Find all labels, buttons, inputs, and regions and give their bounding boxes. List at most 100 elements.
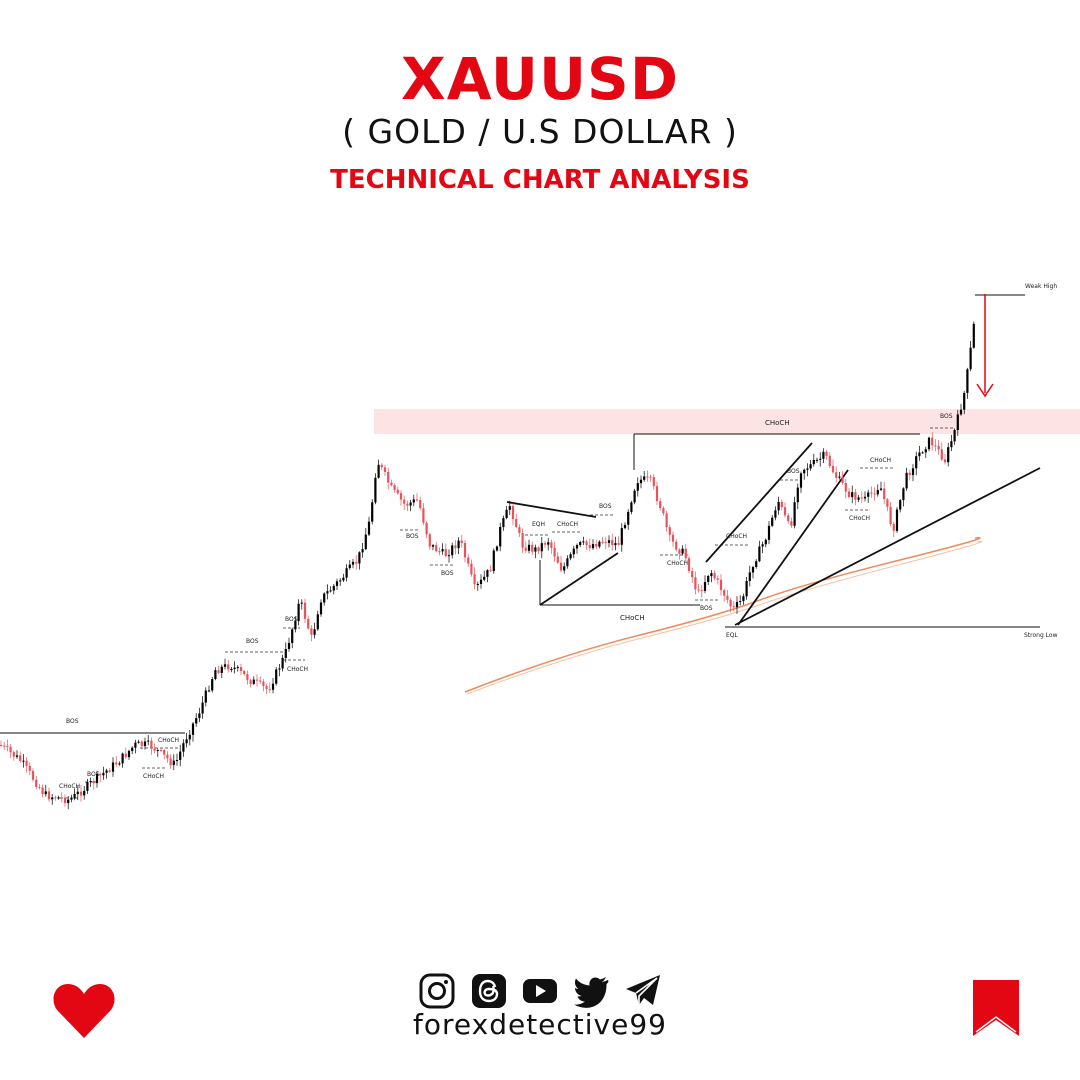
candle-body xyxy=(451,545,454,556)
candle-body xyxy=(163,750,166,755)
candle-body xyxy=(659,501,662,509)
candle-body xyxy=(601,541,604,543)
candle-body xyxy=(867,492,870,497)
candle-body xyxy=(489,570,492,572)
candle-body xyxy=(195,718,198,724)
candle-body xyxy=(851,492,854,498)
candle-body xyxy=(268,689,271,691)
candle-body xyxy=(598,541,601,547)
candle-body xyxy=(271,683,275,690)
candle-body xyxy=(627,511,630,525)
candle-body xyxy=(54,797,57,799)
candle-body xyxy=(937,445,940,450)
candle-body xyxy=(844,483,847,492)
candle-body xyxy=(326,591,329,594)
candle-body xyxy=(799,473,803,488)
candle-body xyxy=(182,743,185,752)
candle-body xyxy=(332,585,335,591)
bos-label: BOS xyxy=(940,413,953,420)
candle-body xyxy=(671,534,675,542)
candle-body xyxy=(892,524,895,531)
candle-body xyxy=(390,482,393,486)
candle-body xyxy=(694,577,697,590)
supply-zone xyxy=(374,409,1080,434)
candle-body xyxy=(806,468,809,470)
candle-body xyxy=(563,566,566,571)
candle-body xyxy=(902,488,905,501)
candle-body xyxy=(972,323,975,348)
instagram-icon[interactable] xyxy=(418,972,456,1010)
youtube-icon[interactable] xyxy=(521,972,559,1010)
candle-body xyxy=(838,476,841,478)
choch-label: CHoCH xyxy=(143,773,164,780)
bookmark-icon[interactable] xyxy=(973,980,1019,1036)
candle-body xyxy=(729,599,732,607)
candle-body xyxy=(102,772,105,776)
candle-body xyxy=(790,521,793,526)
candle-body xyxy=(415,499,419,501)
candle-body xyxy=(323,593,326,603)
candle-body xyxy=(508,506,511,510)
choch-label: CHoCH xyxy=(158,737,179,744)
candle-body xyxy=(831,466,835,473)
candle-body xyxy=(447,555,451,557)
candle-body xyxy=(745,581,748,597)
candle-body xyxy=(579,542,582,546)
candle-body xyxy=(319,602,323,615)
candle-body xyxy=(179,751,182,760)
candle-body xyxy=(572,548,575,555)
candle-body xyxy=(499,527,502,547)
candle-body xyxy=(211,679,214,691)
eqh-label: EQH xyxy=(532,521,545,528)
choch-label: CHoCH xyxy=(870,457,891,464)
candle-body xyxy=(342,577,345,581)
candle-body xyxy=(233,667,236,669)
candle-body xyxy=(713,573,716,579)
candle-body xyxy=(595,544,598,547)
candle-body xyxy=(771,517,774,526)
bos-label: BOS xyxy=(87,771,100,778)
candle-body xyxy=(63,797,67,804)
candle-body xyxy=(371,502,374,522)
candle-body xyxy=(185,739,188,744)
candle-body xyxy=(793,502,796,526)
candle-body xyxy=(243,671,246,675)
candle-body xyxy=(6,745,9,747)
candle-body xyxy=(297,603,300,622)
social-handle[interactable]: forexdetective99 xyxy=(413,1008,667,1041)
candle-body xyxy=(908,472,911,475)
candle-body xyxy=(252,679,255,684)
candle-body xyxy=(175,760,179,761)
candle-body xyxy=(25,760,28,766)
candle-body xyxy=(607,540,611,543)
threads-icon[interactable] xyxy=(470,972,508,1010)
bos-label: BOS xyxy=(700,605,713,612)
candle-body xyxy=(815,459,819,461)
candle-body xyxy=(441,549,444,552)
twitter-icon[interactable] xyxy=(573,972,611,1010)
candle-body xyxy=(953,430,956,442)
candle-body xyxy=(748,572,751,581)
candle-body xyxy=(220,666,223,673)
candle-body xyxy=(374,477,377,503)
candle-body xyxy=(230,669,233,670)
candle-body xyxy=(444,549,447,557)
candle-body xyxy=(70,798,73,800)
candle-body xyxy=(399,493,403,500)
moving-average-line xyxy=(466,541,983,695)
candle-body xyxy=(278,668,281,670)
weak-high-label: Weak High xyxy=(1025,283,1057,290)
candle-body xyxy=(646,476,649,478)
candle-body xyxy=(47,791,51,800)
candle-body xyxy=(396,489,399,494)
candle-body xyxy=(835,472,838,478)
candle-body xyxy=(358,552,361,564)
candle-body xyxy=(406,503,409,506)
candle-body xyxy=(847,491,851,497)
candle-body xyxy=(643,476,646,480)
heart-icon[interactable] xyxy=(52,980,116,1040)
candle-body xyxy=(895,509,899,531)
telegram-icon[interactable] xyxy=(624,972,662,1010)
candle-body xyxy=(531,544,534,552)
candle-body xyxy=(204,690,207,703)
